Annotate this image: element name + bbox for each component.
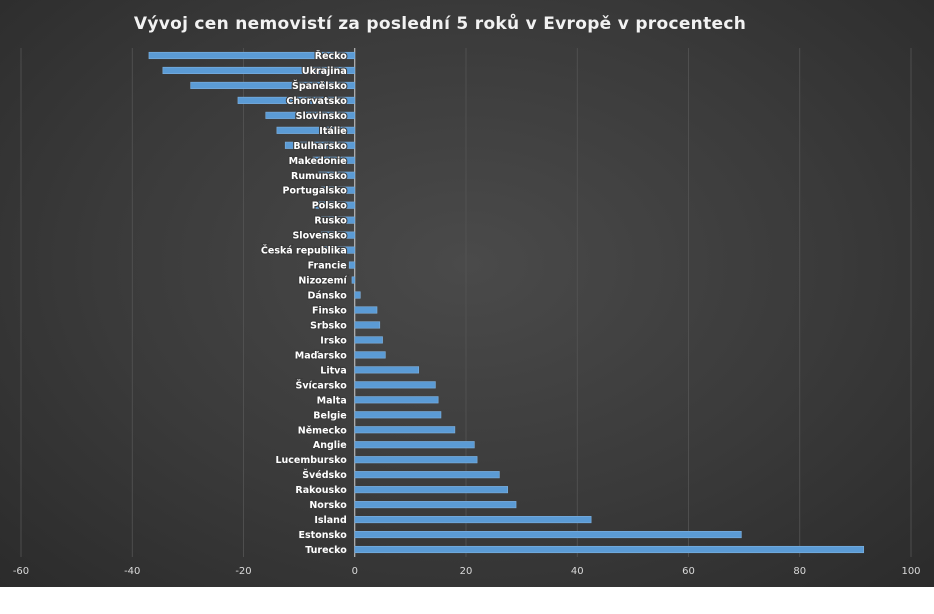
x-tick-label: -40 (124, 566, 140, 577)
category-label: Anglie (313, 440, 347, 451)
category-label: Ukrajina (302, 66, 347, 77)
category-label: Slovinsko (296, 111, 348, 122)
bar-chart: -60 -40 -20 0 20 40 60 80 100 Řecko Ukrajina Španěl… (13, 48, 921, 577)
category-label: Francie (308, 261, 347, 272)
category-label: Rakousko (295, 485, 347, 496)
category-label: Island (314, 515, 346, 526)
bar (148, 51, 356, 60)
bar (354, 411, 442, 419)
x-tick-label: -20 (235, 566, 251, 577)
bar (265, 111, 356, 119)
x-tick-label: 0 (352, 566, 358, 577)
category-label: Belgie (313, 410, 346, 421)
bar (190, 81, 356, 89)
category-label: Řecko (315, 50, 347, 62)
x-tick-label: 60 (682, 566, 695, 577)
bar (318, 171, 356, 179)
bar (354, 545, 865, 554)
bar (354, 291, 361, 299)
chart-title: Vývoj cen nemovistí za poslední 5 roků v… (133, 14, 747, 34)
category-label: Švédsko (302, 469, 347, 481)
category-label: Turecko (305, 545, 347, 556)
chart-area: Vývoj cen nemovistí za poslední 5 roků v… (0, 0, 934, 587)
category-label: Malta (317, 395, 347, 406)
category-label: Švícarsko (295, 379, 347, 391)
category-label: Rusko (314, 216, 347, 227)
category-label: Portugalsko (283, 186, 348, 197)
bar (351, 276, 356, 284)
bar (354, 366, 420, 374)
category-label: Polsko (312, 201, 347, 212)
category-label: Bulharsko (293, 141, 347, 152)
bar (276, 126, 356, 134)
x-tick-label: -60 (13, 566, 29, 577)
bar (354, 396, 439, 404)
category-label: Srbsko (310, 320, 347, 331)
bar (354, 441, 475, 449)
bar (162, 66, 356, 75)
x-tick-label: 80 (793, 566, 806, 577)
bar (354, 486, 509, 494)
category-label: Irsko (320, 335, 347, 346)
category-label: Lucembursko (275, 455, 347, 466)
category-label: Litva (320, 365, 346, 376)
category-label: Nizozemí (298, 276, 347, 287)
category-label: Chorvatsko (286, 96, 347, 107)
bar (354, 336, 383, 344)
bar (354, 501, 517, 509)
x-tick-label: 100 (901, 566, 920, 577)
category-label: Španělsko (292, 80, 347, 92)
bar (354, 381, 436, 389)
bar (354, 471, 500, 479)
bar (312, 201, 356, 209)
category-label: Rumunsko (291, 171, 347, 182)
bar (312, 156, 356, 164)
bar (237, 96, 356, 104)
category-label: Česká republika (261, 245, 347, 257)
category-label: Estonsko (299, 530, 348, 541)
bar (321, 216, 356, 224)
category-label: Německo (298, 425, 347, 436)
category-label: Slovensko (292, 231, 347, 242)
bar (354, 426, 456, 434)
x-tick-label: 20 (460, 566, 473, 577)
bar (321, 186, 356, 194)
category-label: Makedonie (289, 156, 347, 167)
bar (321, 231, 356, 239)
bar (354, 456, 478, 464)
category-label: Norsko (309, 500, 347, 511)
category-label: Finsko (312, 305, 347, 316)
bar (284, 141, 356, 149)
bar (354, 306, 378, 314)
bar (354, 351, 386, 359)
bar (354, 321, 381, 329)
bar (323, 246, 356, 254)
category-label: Dánsko (307, 291, 347, 302)
bar (354, 516, 592, 524)
bar (354, 530, 742, 539)
x-tick-label: 40 (571, 566, 584, 577)
category-label: Maďarsko (295, 350, 347, 361)
category-label: Itálie (319, 126, 346, 137)
bar (348, 261, 356, 269)
